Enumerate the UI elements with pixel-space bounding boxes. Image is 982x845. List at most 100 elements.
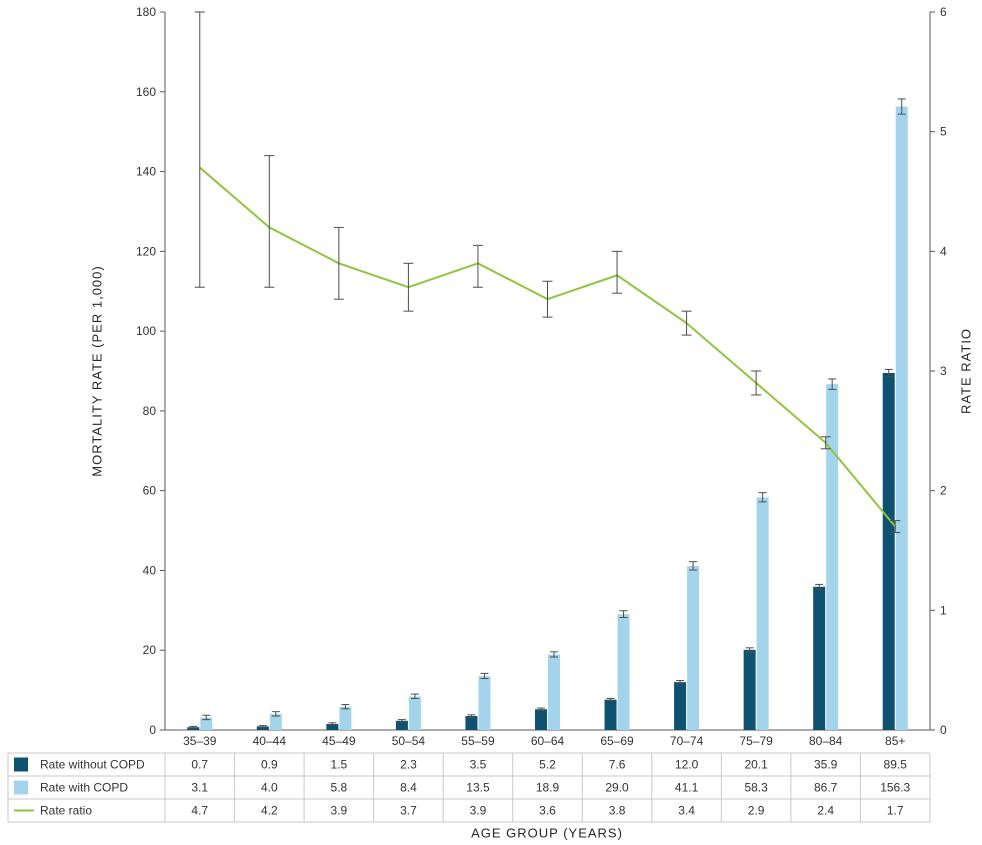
legend-swatch-icon [14,757,28,772]
bar [408,696,421,730]
bar [826,384,839,730]
bar [548,654,560,730]
error-bar [550,651,558,658]
table-cell-value: 1.5 [331,758,348,772]
right-axis-tick-label: 6 [940,5,947,19]
right-axis-tick-label: 2 [940,484,947,498]
error-bar [820,436,831,450]
x-axis-tick-label: 60–64 [531,734,565,748]
table-cell-value: 3.5 [470,758,487,772]
error-bar [397,719,406,723]
error-bar [612,250,623,294]
x-axis-title: AGE GROUP (YEARS) [471,825,623,841]
table-cell-value: 3.9 [470,804,487,818]
rate-ratio-line [199,166,896,528]
error-bar [815,583,824,590]
left-axis-tick-label: 100 [136,324,156,338]
table-cell-value: 3.1 [191,781,208,795]
error-bar [194,11,205,288]
bar [895,106,908,730]
error-bar [189,725,198,729]
table-cell-value: 0.9 [261,758,278,772]
error-bars-rate-without-copd [189,368,893,729]
table-cell-value: 8.4 [400,781,417,795]
bar [465,716,478,730]
right-axis-tick-label: 1 [940,603,947,617]
right-axis-tick-label: 0 [940,723,947,737]
table-cell-value: 5.2 [539,758,556,772]
table-cell-value: 86.7 [814,781,838,795]
left-axis-tick-label: 60 [143,484,157,498]
table-cell-value: 3.9 [331,804,348,818]
table-cell-value: 2.9 [748,804,765,818]
x-axis-tick-label: 65–69 [600,734,634,748]
left-axis-tick-label: 160 [136,85,156,99]
table-cell-value: 7.6 [609,758,626,772]
table-cell-value: 35.9 [814,758,838,772]
table-cell-value: 3.7 [400,804,417,818]
error-bar [537,707,545,711]
bar [256,726,269,730]
left-axis-tick-label: 120 [136,244,156,258]
table-cell-value: 4.7 [191,804,208,818]
left-axis-tick-label: 20 [143,643,157,657]
table-cell-value: 18.9 [536,781,560,795]
bar [187,727,200,730]
table-cell-value: 0.7 [191,758,208,772]
table-cell-value: 20.1 [744,758,768,772]
bar [339,706,352,730]
bar [756,497,769,730]
bar-series-rate-without-copd [187,372,895,730]
error-bar [403,262,414,312]
table-cell-value: 3.8 [609,804,626,818]
error-bars-rate-with-copd [202,98,906,721]
error-bar [472,244,483,288]
table-cell-value: 13.5 [466,781,490,795]
bar [326,724,339,730]
x-axis-tick-label: 35–39 [183,734,217,748]
right-axis-tick-label: 5 [940,125,947,139]
table-cell-value: 4.2 [261,804,278,818]
error-bar [897,98,906,115]
legend-label: Rate without COPD [40,758,145,772]
x-axis-tick-label: 70–74 [670,734,704,748]
error-bar [828,378,837,390]
table-cell-value: 2.4 [817,804,834,818]
error-bar [606,697,615,702]
left-axis-tick-label: 140 [136,165,156,179]
bar [395,720,408,730]
error-bar [480,672,489,680]
legend-label: Rate with COPD [40,781,128,795]
bar-series-rate-with-copd [200,106,908,730]
error-bar [264,155,275,288]
error-bar [689,561,698,571]
error-bar [676,680,685,685]
table-cell-value: 2.3 [400,758,417,772]
left-axis-tick-label: 40 [143,563,157,577]
right-axis-tick-label: 3 [940,364,947,378]
left-axis-title: MORTALITY RATE (PER 1,000) [89,265,105,477]
x-axis-tick-label: 50–54 [392,734,426,748]
error-bar [890,520,901,534]
table-cell-value: 58.3 [744,781,768,795]
left-axis-tick-label: 80 [143,404,157,418]
table-cell-value: 89.5 [884,758,908,772]
table-cell-value: 5.8 [331,781,348,795]
table-cell-value: 4.0 [261,781,278,795]
bar [617,614,630,730]
bar [813,586,826,730]
right-axis-title: RATE RATIO [958,327,974,415]
error-bar [681,310,692,336]
bar [743,649,756,730]
bar [674,682,687,730]
bar [200,717,213,730]
left-axis-tick-label: 0 [149,723,156,737]
error-bar [751,370,762,396]
error-bar [341,703,350,710]
error-bar [467,714,476,718]
table-cell-value: 1.7 [887,804,904,818]
bar [604,699,617,730]
bar [535,709,547,730]
